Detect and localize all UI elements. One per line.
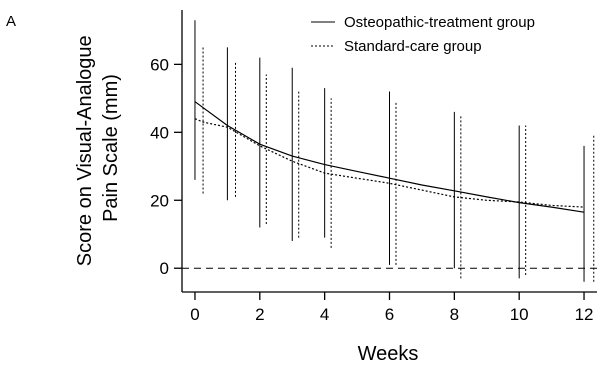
plot-area: 0 20 40 60 0 2 4 6 8 10 12 xyxy=(150,10,597,324)
legend-label-standard: Standard-care group xyxy=(344,38,482,55)
x-tick-label: 2 xyxy=(255,305,264,324)
y-axis-label-line-1: Score on Visual-Analogue xyxy=(74,35,96,266)
x-tick-label: 8 xyxy=(450,305,459,324)
y-tick-label: 20 xyxy=(150,191,169,210)
legend-label-osteopathic: Osteopathic-treatment group xyxy=(344,14,535,31)
panel-label: A xyxy=(6,13,16,30)
x-axis-label: Weeks xyxy=(358,343,419,365)
y-tick-label: 60 xyxy=(150,55,169,74)
y-tick-label: 40 xyxy=(150,123,169,142)
y-tick-label: 0 xyxy=(160,259,169,278)
x-tick-label: 0 xyxy=(190,305,199,324)
x-tick-label: 12 xyxy=(575,305,594,324)
fit-curve-osteopathic xyxy=(194,101,585,213)
legend: Osteopathic-treatment group Standard-car… xyxy=(311,14,535,55)
x-tick-label: 10 xyxy=(510,305,529,324)
x-tick-label: 6 xyxy=(385,305,394,324)
y-axis-label-line-2: Pain Scale (mm) xyxy=(100,74,122,222)
y-axis-label: Score on Visual-Analogue Pain Scale (mm) xyxy=(74,30,122,266)
x-tick-label: 4 xyxy=(320,305,329,324)
fit-curve-standard xyxy=(194,118,585,208)
